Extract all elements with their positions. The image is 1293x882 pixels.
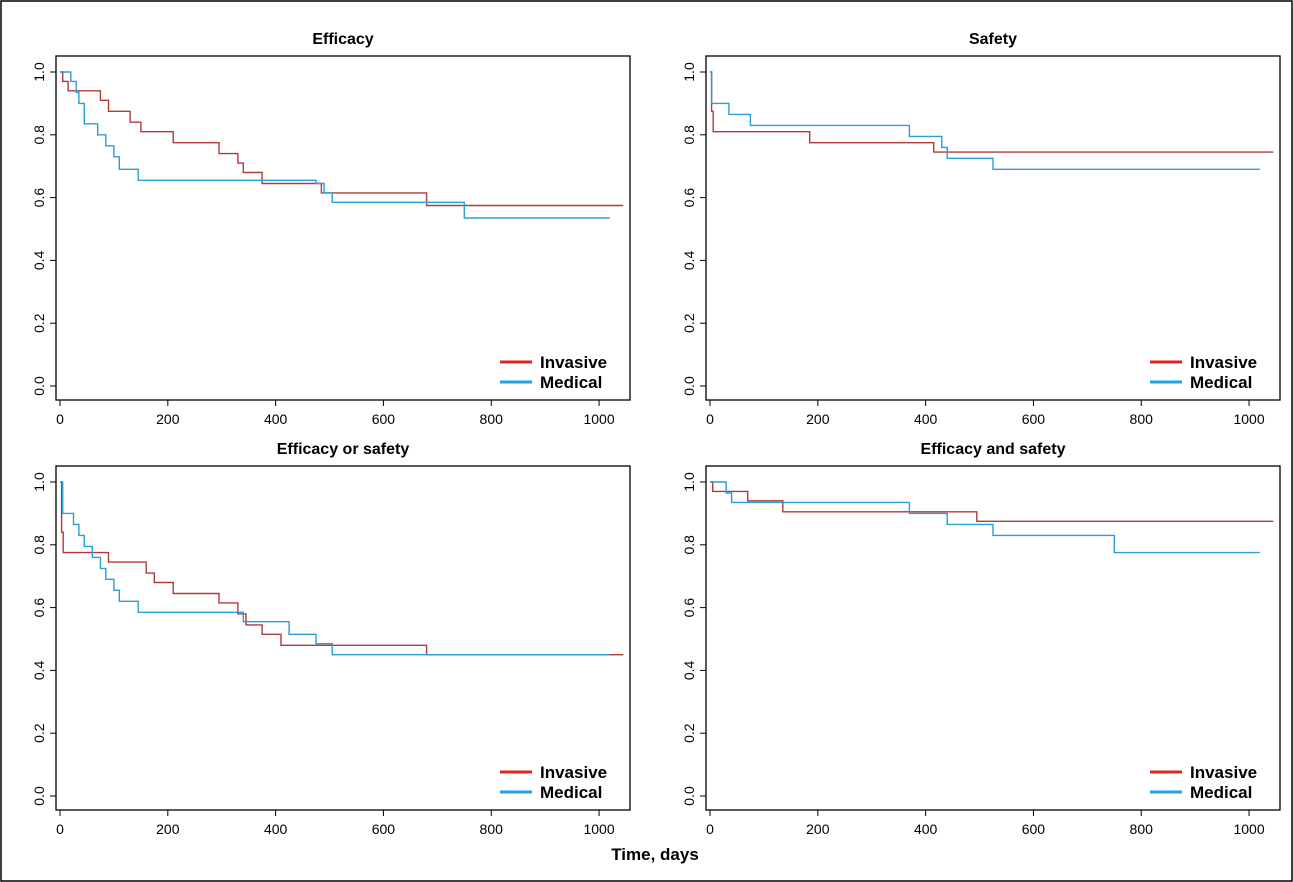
y-tick-label: 0.8 <box>681 125 697 145</box>
chart-panel-4: Efficacy and safety 0 200 400 600 800 1000 0.0 0… <box>681 441 1281 837</box>
x-tick-label: 200 <box>156 411 180 427</box>
figure-xlabel: Time, days <box>611 845 699 864</box>
km-curve-invasive <box>60 481 624 656</box>
chart-title: Efficacy and safety <box>921 441 1066 458</box>
plot-frame <box>705 55 1281 401</box>
x-tick-label: 400 <box>264 821 288 837</box>
km-curve-invasive <box>60 71 624 207</box>
km-curve-medical <box>60 71 610 219</box>
chart-panel-1: Efficacy 0 200 400 600 800 1000 0.0 0.2 0.4 0.6 0.8… <box>31 31 631 427</box>
y-tick-label: 1.0 <box>681 62 697 82</box>
x-tick-label: 1000 <box>583 821 614 837</box>
chart-title: Safety <box>969 31 1017 48</box>
y-tick-label: 0.2 <box>31 723 47 743</box>
x-tick-label: 0 <box>706 821 714 837</box>
y-tick-label: 0.0 <box>31 786 47 806</box>
y-tick-label: 0.8 <box>31 125 47 145</box>
legend-label-medical: Medical <box>1190 373 1252 392</box>
y-tick-label: 0.2 <box>681 313 697 333</box>
y-tick-label: 0.0 <box>31 376 47 396</box>
x-tick-label: 400 <box>264 411 288 427</box>
panels: Efficacy 0 200 400 600 800 1000 0.0 0.2 0.4 0.6 0.8… <box>31 31 1281 837</box>
x-tick-label: 0 <box>706 411 714 427</box>
y-tick-label: 0.6 <box>31 188 47 208</box>
km-curve-medical <box>710 71 1260 170</box>
y-tick-label: 0.6 <box>681 188 697 208</box>
x-tick-label: 400 <box>914 411 938 427</box>
legend-label-invasive: Invasive <box>1190 763 1257 782</box>
y-tick-label: 0.2 <box>31 313 47 333</box>
legend-label-invasive: Invasive <box>540 353 607 372</box>
y-tick-label: 0.4 <box>31 250 47 270</box>
x-tick-label: 0 <box>56 411 64 427</box>
y-tick-label: 0.8 <box>31 535 47 555</box>
legend-label-medical: Medical <box>540 783 602 802</box>
plot-frame <box>55 465 631 811</box>
x-tick-label: 200 <box>806 411 830 427</box>
x-tick-label: 600 <box>372 411 396 427</box>
x-tick-label: 800 <box>480 411 504 427</box>
legend-label-invasive: Invasive <box>540 763 607 782</box>
x-tick-label: 200 <box>806 821 830 837</box>
x-tick-label: 600 <box>372 821 396 837</box>
legend-label-medical: Medical <box>1190 783 1252 802</box>
legend-label-medical: Medical <box>540 373 602 392</box>
y-tick-label: 1.0 <box>31 62 47 82</box>
y-tick-label: 0.4 <box>681 250 697 270</box>
chart-title: Efficacy <box>312 31 373 48</box>
x-tick-label: 0 <box>56 821 64 837</box>
chart-panel-2: Safety 0 200 400 600 800 1000 0.0 0.2 0.4 0.6 0.8 1.… <box>681 31 1281 427</box>
x-tick-label: 400 <box>914 821 938 837</box>
km-curve-medical <box>60 481 610 656</box>
y-tick-label: 0.4 <box>31 660 47 680</box>
y-tick-label: 1.0 <box>31 472 47 492</box>
x-tick-label: 600 <box>1022 821 1046 837</box>
km-curve-invasive <box>710 481 1274 522</box>
x-tick-label: 1000 <box>583 411 614 427</box>
plot-frame <box>55 55 631 401</box>
x-tick-label: 600 <box>1022 411 1046 427</box>
x-tick-label: 800 <box>480 821 504 837</box>
y-tick-label: 0.4 <box>681 660 697 680</box>
y-tick-label: 0.6 <box>681 598 697 618</box>
y-tick-label: 0.8 <box>681 535 697 555</box>
y-tick-label: 0.0 <box>681 376 697 396</box>
y-tick-label: 1.0 <box>681 472 697 492</box>
x-tick-label: 200 <box>156 821 180 837</box>
y-tick-label: 0.0 <box>681 786 697 806</box>
x-tick-label: 1000 <box>1233 411 1264 427</box>
chart-title: Efficacy or safety <box>277 441 410 458</box>
x-tick-label: 800 <box>1130 411 1154 427</box>
y-tick-label: 0.6 <box>31 598 47 618</box>
km-curve-medical <box>710 481 1260 554</box>
x-tick-label: 800 <box>1130 821 1154 837</box>
chart-panel-3: Efficacy or safety 0 200 400 600 800 1000 0.0 0.… <box>31 441 631 837</box>
x-tick-label: 1000 <box>1233 821 1264 837</box>
plot-frame <box>705 465 1281 811</box>
y-tick-label: 0.2 <box>681 723 697 743</box>
legend-label-invasive: Invasive <box>1190 353 1257 372</box>
